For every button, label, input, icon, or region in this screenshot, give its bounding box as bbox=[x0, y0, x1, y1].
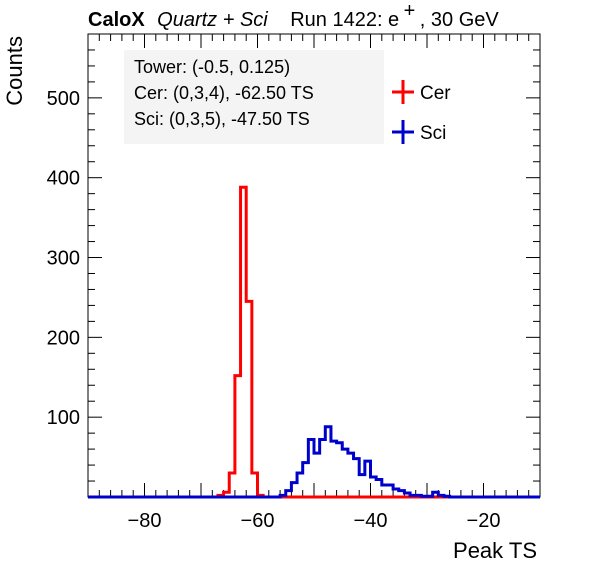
title-subtitle: Quartz + Sci bbox=[157, 9, 268, 31]
title-run-prefix: Run 1422: e bbox=[290, 9, 399, 31]
title-run-suffix: , 30 GeV bbox=[420, 9, 500, 31]
y-tick-label: 300 bbox=[47, 248, 80, 270]
annotation-tower: Tower: (-0.5, 0.125) bbox=[134, 57, 290, 77]
x-tick-label: −60 bbox=[241, 510, 275, 532]
x-tick-label: −80 bbox=[128, 510, 162, 532]
y-tick-label: 200 bbox=[47, 327, 80, 349]
y-tick-label: 100 bbox=[47, 407, 80, 429]
x-axis-tick-labels: −80 −60 −40 −20 bbox=[128, 510, 501, 532]
annotation-cer: Cer: (0,3,4), -62.50 TS bbox=[134, 83, 314, 103]
histogram-series bbox=[88, 185, 540, 499]
y-axis-title: Counts bbox=[2, 36, 27, 106]
annotation-sci: Sci: (0,3,5), -47.50 TS bbox=[134, 109, 310, 129]
annotation-box bbox=[124, 50, 384, 144]
series-line-sci bbox=[88, 425, 540, 499]
title-run-superscript: + bbox=[404, 0, 416, 22]
x-axis-ticks bbox=[87, 34, 541, 497]
title-brand: CaloX bbox=[88, 9, 145, 31]
x-axis-title: Peak TS bbox=[453, 538, 537, 563]
legend-entry-cer: Cer bbox=[392, 80, 451, 104]
legend: Cer Sci bbox=[392, 80, 451, 144]
y-axis-tick-labels: 100 200 300 400 500 bbox=[47, 88, 80, 429]
legend-entry-sci: Sci bbox=[392, 120, 446, 144]
y-tick-label: 400 bbox=[47, 168, 80, 190]
chart-title: CaloX Quartz + Sci Run 1422: e + , 30 Ge… bbox=[88, 0, 499, 31]
x-tick-label: −40 bbox=[354, 510, 388, 532]
x-tick-label: −20 bbox=[467, 510, 501, 532]
legend-label-sci: Sci bbox=[420, 123, 446, 144]
y-tick-label: 500 bbox=[47, 88, 80, 110]
legend-label-cer: Cer bbox=[420, 83, 451, 104]
